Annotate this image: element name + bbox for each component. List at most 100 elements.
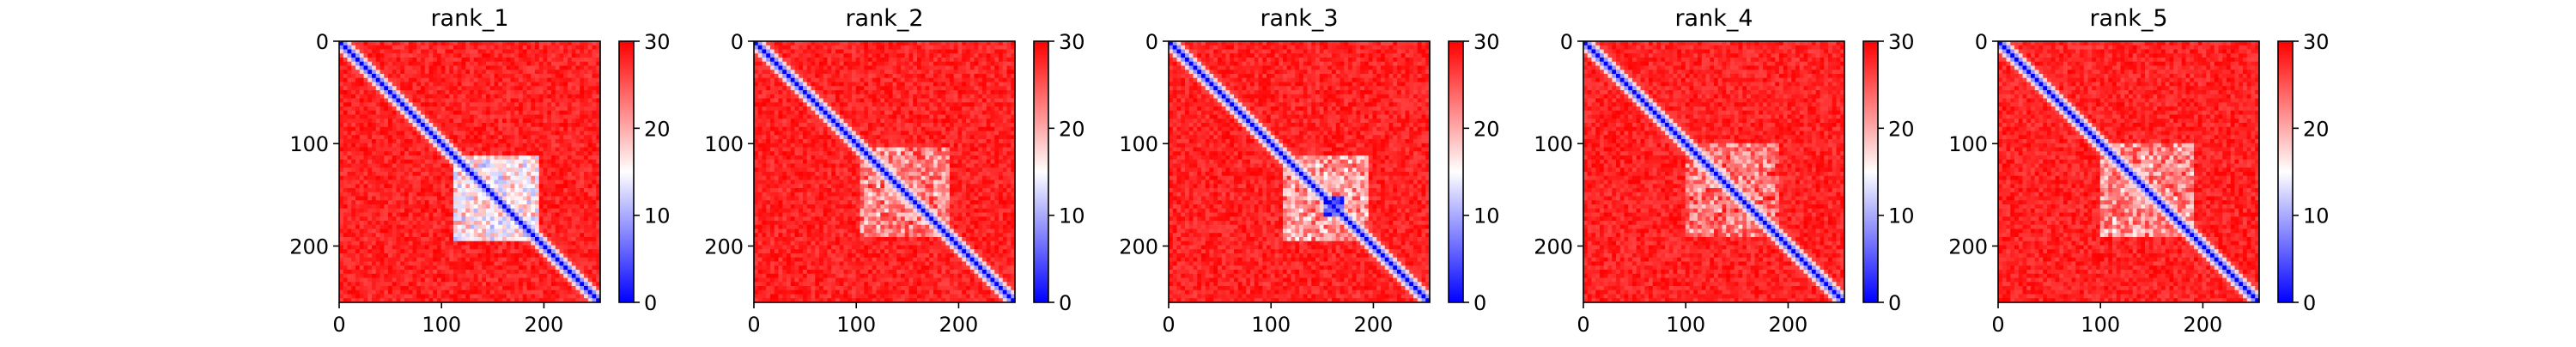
heatmap-cell bbox=[544, 135, 548, 139]
heatmap-cell bbox=[889, 78, 893, 82]
heatmap-cell bbox=[441, 115, 446, 119]
heatmap-cell bbox=[404, 151, 409, 155]
heatmap-cell bbox=[490, 237, 495, 241]
heatmap-cell bbox=[409, 176, 413, 180]
heatmap-cell bbox=[413, 229, 417, 234]
heatmap-cell bbox=[339, 278, 343, 283]
heatmap-cell bbox=[397, 41, 401, 46]
heatmap-cell bbox=[400, 258, 404, 262]
heatmap-cell bbox=[384, 233, 388, 237]
heatmap-cell bbox=[474, 249, 478, 253]
heatmap-cell bbox=[576, 99, 580, 103]
heatmap-cell bbox=[913, 53, 917, 58]
heatmap-cell bbox=[872, 62, 877, 66]
heatmap-cell bbox=[588, 270, 592, 274]
heatmap-cell bbox=[486, 66, 490, 70]
heatmap-cell bbox=[364, 107, 368, 111]
heatmap-cell bbox=[592, 111, 597, 115]
heatmap-cell bbox=[498, 94, 502, 99]
heatmap-cell bbox=[535, 123, 539, 127]
heatmap-cell bbox=[999, 62, 1003, 66]
heatmap-cell bbox=[584, 216, 588, 221]
heatmap-cell bbox=[446, 172, 450, 176]
heatmap-cell bbox=[416, 249, 421, 253]
heatmap-cell bbox=[551, 90, 556, 94]
heatmap-cell bbox=[404, 143, 409, 148]
heatmap-cell bbox=[495, 41, 499, 46]
heatmap-cell bbox=[572, 58, 576, 62]
heatmap-cell bbox=[889, 46, 893, 50]
heatmap-cell bbox=[397, 188, 401, 192]
heatmap-cell bbox=[580, 184, 584, 188]
heatmap-cell bbox=[584, 50, 588, 54]
heatmap-cell bbox=[453, 290, 458, 295]
heatmap-cell bbox=[592, 216, 597, 221]
heatmap-cell bbox=[437, 115, 441, 119]
heatmap-cell bbox=[441, 127, 446, 131]
heatmap-cell bbox=[514, 286, 519, 290]
heatmap-cell bbox=[782, 41, 787, 46]
heatmap-cell bbox=[486, 290, 490, 295]
heatmap-cell bbox=[507, 172, 511, 176]
heatmap-cell bbox=[376, 78, 380, 82]
heatmap-cell bbox=[938, 86, 942, 90]
heatmap-cell bbox=[449, 197, 453, 201]
heatmap-cell bbox=[441, 50, 446, 54]
heatmap-cell bbox=[539, 241, 544, 246]
heatmap-cell bbox=[1007, 41, 1012, 46]
heatmap-cell bbox=[556, 58, 560, 62]
heatmap-cell bbox=[560, 102, 564, 107]
heatmap-cell bbox=[893, 90, 897, 94]
heatmap-cell bbox=[421, 99, 425, 103]
heatmap-cell bbox=[502, 155, 507, 160]
heatmap-cell bbox=[588, 237, 592, 241]
heatmap-cell bbox=[535, 229, 539, 234]
heatmap-cell bbox=[563, 270, 568, 274]
heatmap-cell bbox=[970, 78, 975, 82]
heatmap-cell bbox=[462, 74, 466, 78]
heatmap-cell bbox=[791, 94, 795, 99]
heatmap-cell bbox=[527, 107, 532, 111]
heatmap-cell bbox=[803, 74, 807, 78]
heatmap-cell bbox=[905, 94, 909, 99]
heatmap-cell bbox=[465, 143, 470, 148]
heatmap-cell bbox=[409, 41, 413, 46]
heatmap-cell bbox=[433, 41, 437, 46]
heatmap-cell bbox=[404, 139, 409, 143]
heatmap-cell bbox=[486, 151, 490, 155]
heatmap-cell bbox=[770, 74, 775, 78]
heatmap-cell bbox=[380, 160, 385, 164]
heatmap-cell bbox=[514, 290, 519, 295]
heatmap-cell bbox=[539, 66, 544, 70]
heatmap-cell bbox=[576, 50, 580, 54]
heatmap-cell bbox=[343, 58, 348, 62]
heatmap-cell bbox=[901, 86, 905, 90]
heatmap-cell bbox=[397, 246, 401, 250]
heatmap-cell bbox=[446, 78, 450, 82]
heatmap-cell bbox=[498, 184, 502, 188]
heatmap-cell bbox=[547, 46, 551, 50]
heatmap-cell bbox=[339, 78, 343, 82]
heatmap-cell bbox=[351, 237, 355, 241]
heatmap-cell bbox=[560, 62, 564, 66]
heatmap-cell bbox=[368, 180, 372, 185]
heatmap-cell bbox=[433, 111, 437, 115]
heatmap-cell bbox=[465, 265, 470, 270]
heatmap-cell bbox=[416, 197, 421, 201]
heatmap-cell bbox=[519, 282, 523, 286]
heatmap-cell bbox=[495, 70, 499, 74]
heatmap-cell bbox=[368, 164, 372, 168]
heatmap-cell bbox=[535, 282, 539, 286]
heatmap-cell bbox=[762, 41, 767, 46]
x-tick-label: 200 bbox=[525, 313, 564, 337]
heatmap-cell bbox=[421, 135, 425, 139]
heatmap-cell bbox=[486, 115, 490, 119]
heatmap-cell bbox=[950, 58, 954, 62]
heatmap-cell bbox=[917, 58, 921, 62]
heatmap-cell bbox=[535, 74, 539, 78]
heatmap-cell bbox=[458, 50, 462, 54]
heatmap-cell bbox=[544, 148, 548, 152]
heatmap-cell bbox=[580, 233, 584, 237]
heatmap-cell bbox=[409, 107, 413, 111]
heatmap-cell bbox=[465, 225, 470, 229]
